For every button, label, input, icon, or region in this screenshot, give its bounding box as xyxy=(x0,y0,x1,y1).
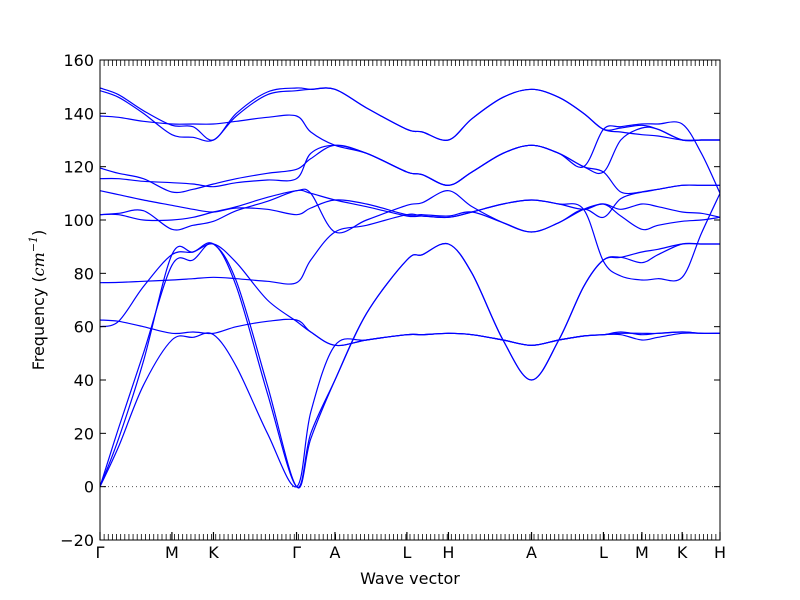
y-axis-label: Frequency (cm−1) xyxy=(27,230,48,371)
series-line-5 xyxy=(100,318,720,347)
x-tick-label: K xyxy=(208,543,219,562)
x-tick-label: H xyxy=(714,543,726,562)
series-line-12 xyxy=(100,114,720,194)
series-line-8 xyxy=(100,190,720,233)
x-tick-label: A xyxy=(526,543,537,562)
y-axis-label-exponent: −1 xyxy=(27,236,40,252)
x-tick-label: Γ xyxy=(292,543,301,562)
series-line-14 xyxy=(100,87,720,142)
x-tick-label: H xyxy=(442,543,454,562)
x-tick-label: Γ xyxy=(96,543,105,562)
y-axis-label-unit: cm xyxy=(29,252,48,276)
x-tick-label: L xyxy=(402,543,411,562)
plot-area xyxy=(100,87,720,489)
series-line-7 xyxy=(100,189,720,231)
x-tick-label: M xyxy=(165,543,179,562)
x-tick-label: M xyxy=(635,543,649,562)
y-tick-label: 0 xyxy=(84,478,94,497)
y-axis-label-text: Frequency ( xyxy=(29,276,48,370)
y-tick-label: 20 xyxy=(74,424,94,443)
x-tick-label: K xyxy=(677,543,688,562)
y-tick-label: 40 xyxy=(74,371,94,390)
x-tick-label: A xyxy=(330,543,341,562)
y-tick-label: 80 xyxy=(74,264,94,283)
x-axis-label: Wave vector xyxy=(360,569,460,588)
y-tick-label: −20 xyxy=(60,531,94,550)
y-tick-label: 140 xyxy=(63,104,94,123)
y-tick-label: 160 xyxy=(63,51,94,70)
x-tick-label: L xyxy=(599,543,608,562)
y-tick-label: 120 xyxy=(63,158,94,177)
y-axis-label-close: ) xyxy=(29,230,48,236)
y-tick-label: 60 xyxy=(74,318,94,337)
y-tick-label: 100 xyxy=(63,211,94,230)
axes: −20 0 20 40 60 80 100 120 140 160 Γ M K Γ A L H A L M K H xyxy=(60,51,726,562)
